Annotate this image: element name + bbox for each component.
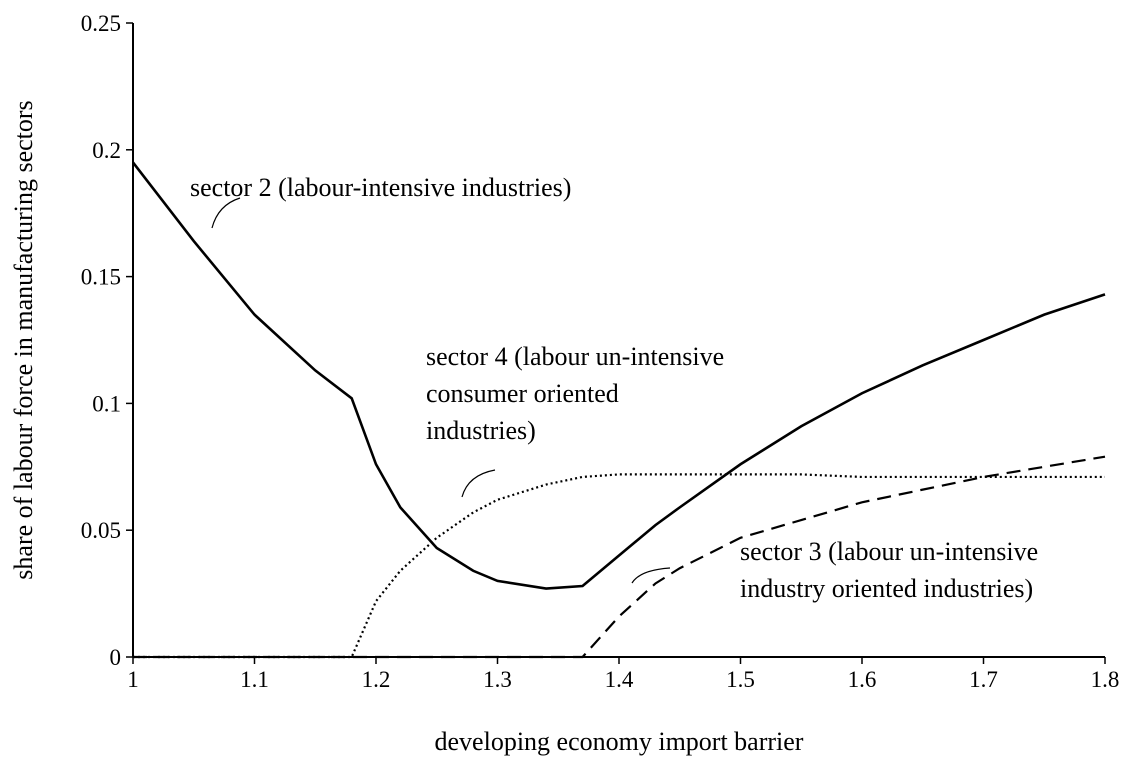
y-tick-label: 0.15 bbox=[81, 265, 121, 290]
series-label: sector 2 (labour-intensive industries) bbox=[190, 173, 571, 202]
y-axis-title: share of labour force in manufacturing s… bbox=[9, 100, 38, 579]
x-tick-label: 1.4 bbox=[605, 667, 634, 692]
leader-line bbox=[211, 197, 241, 229]
series-label: consumer oriented bbox=[426, 379, 619, 408]
leader-line bbox=[461, 469, 496, 498]
y-tick-label: 0 bbox=[110, 645, 122, 670]
y-tick-label: 0.1 bbox=[92, 391, 121, 416]
x-tick-label: 1.2 bbox=[362, 667, 391, 692]
series-label: sector 3 (labour un-intensive bbox=[740, 537, 1038, 566]
series-label: sector 4 (labour un-intensive bbox=[426, 342, 724, 371]
x-axis-title: developing economy import barrier bbox=[435, 727, 804, 756]
x-tick-label: 1.5 bbox=[726, 667, 755, 692]
series-line bbox=[133, 455, 1106, 659]
x-tick-label: 1.6 bbox=[848, 667, 877, 692]
x-tick-label: 1.7 bbox=[969, 667, 998, 692]
leader-line bbox=[631, 567, 671, 584]
x-tick-label: 1.1 bbox=[240, 667, 269, 692]
annotations: sector 2 (labour-intensive industries) se… bbox=[190, 173, 1038, 603]
y-tick-label: 0.2 bbox=[92, 138, 121, 163]
x-tick-label: 1 bbox=[127, 667, 139, 692]
series-label: industries) bbox=[426, 416, 536, 445]
y-tick-label: 0.25 bbox=[81, 11, 121, 36]
x-tick-label: 1.8 bbox=[1091, 667, 1120, 692]
series-line bbox=[131, 161, 1106, 590]
series-label: industry oriented industries) bbox=[740, 574, 1033, 603]
x-tick-label: 1.3 bbox=[483, 667, 512, 692]
y-tick-label: 0.05 bbox=[81, 518, 121, 543]
